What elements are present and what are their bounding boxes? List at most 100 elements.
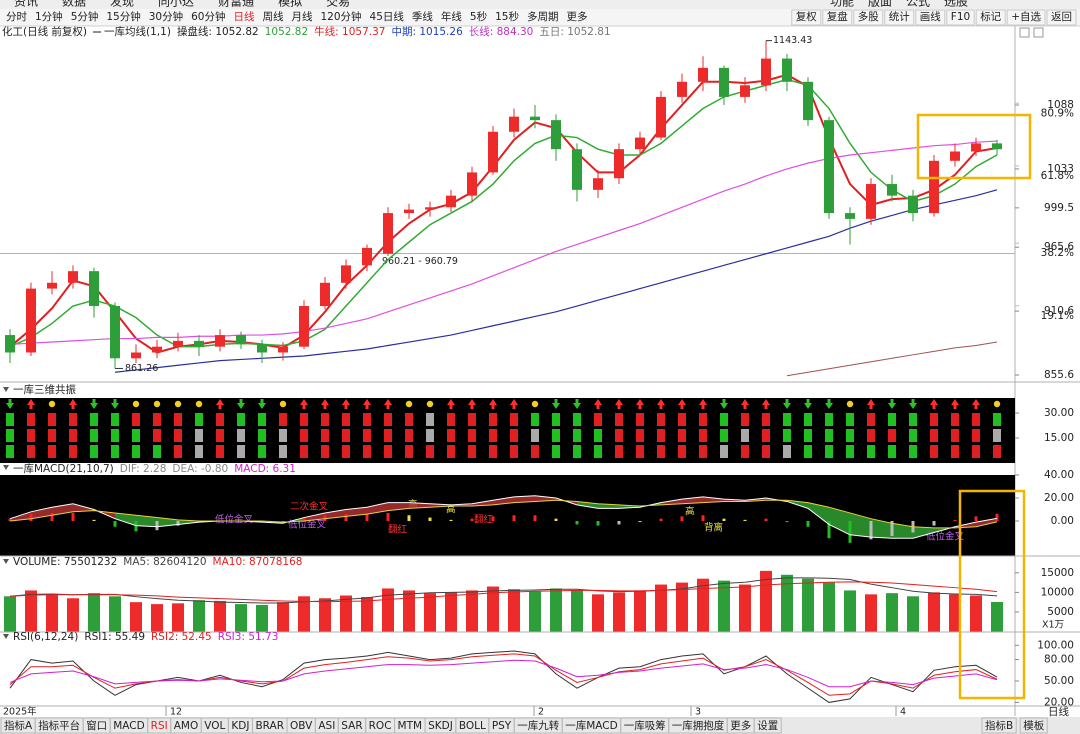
tool-button[interactable]: 标记 [980, 11, 1001, 23]
period-tab[interactable]: 15分钟 [106, 10, 140, 23]
indicator-tab[interactable]: OBV [290, 720, 313, 732]
macd-band [514, 495, 535, 503]
indicator-tab[interactable]: 指标A [4, 719, 33, 732]
macd-bar [701, 515, 705, 521]
period-tab[interactable]: 年线 [441, 10, 462, 23]
period-tab[interactable]: 15秒 [495, 10, 519, 23]
period-tab[interactable]: 分时 [6, 11, 27, 23]
period-tab[interactable]: 周线 [263, 10, 284, 23]
indicator-tab[interactable]: RSI [151, 720, 168, 732]
tool-frame[interactable] [853, 9, 884, 26]
indicator-tab[interactable]: ROC [369, 720, 392, 732]
period-tab[interactable]: 更多 [566, 10, 587, 23]
menu-item[interactable]: 模拟 [278, 0, 302, 9]
indicator-tab[interactable]: 窗口 [86, 719, 107, 732]
tool-frame[interactable] [946, 9, 975, 26]
menu-item[interactable]: 公式 [906, 0, 930, 9]
candle-body [887, 184, 897, 196]
tool-frame[interactable] [791, 9, 822, 26]
menu-item[interactable]: 版面 [868, 0, 892, 9]
indicator-tab[interactable]: BRAR [255, 720, 284, 732]
tool-button[interactable]: 复盘 [827, 10, 848, 23]
indicator-tab[interactable]: 模板 [1023, 719, 1045, 732]
period-tab[interactable]: 1分钟 [35, 10, 63, 23]
menu-item[interactable]: 数据 [62, 0, 86, 9]
macd-bar [155, 521, 159, 531]
collapse-icon[interactable] [3, 387, 9, 392]
tool-frame[interactable] [975, 9, 1006, 26]
period-tab[interactable]: 45日线 [370, 10, 405, 23]
macd-bar [848, 521, 852, 543]
signal-cell [405, 413, 413, 426]
signal-cell [279, 413, 287, 426]
collapse-icon[interactable] [3, 559, 9, 564]
tool-button[interactable]: +自选 [1011, 10, 1041, 23]
tab-frame[interactable] [753, 717, 782, 734]
indicator-tab[interactable]: 一库拥抱度 [672, 719, 725, 732]
tool-button[interactable]: 统计 [889, 10, 910, 23]
indicator-tab[interactable]: 一库九转 [517, 719, 559, 732]
indicator-tab[interactable]: AMO [174, 720, 199, 732]
tool-frame[interactable] [1006, 9, 1046, 26]
menu-item[interactable]: 交易 [326, 0, 350, 9]
macd-band [430, 503, 451, 508]
period-tab[interactable]: 日线 [234, 10, 255, 23]
indicator-tab[interactable]: KDJ [231, 720, 249, 732]
period-label: 日线 [1048, 705, 1070, 718]
collapse-icon[interactable] [3, 634, 9, 639]
period-tab[interactable]: 60分钟 [191, 10, 225, 23]
period-tab[interactable]: 季线 [412, 10, 433, 23]
macd-bar [386, 512, 390, 521]
menu-item[interactable]: 选股 [944, 0, 968, 9]
tool-button[interactable]: 多股 [858, 10, 879, 23]
indicator-tab[interactable]: MACD [113, 720, 144, 732]
volume-bar [970, 595, 982, 632]
macd-bar [50, 512, 54, 521]
indicator-tab[interactable]: 一库吸筹 [624, 719, 666, 732]
menu-item[interactable]: 功能 [830, 0, 854, 9]
tab-frame[interactable] [981, 717, 1017, 734]
indicator-tab[interactable]: VOL [204, 720, 225, 732]
menu-item[interactable]: 发现 [110, 0, 134, 9]
signal-up [489, 399, 497, 409]
tool-button[interactable]: 画线 [920, 10, 941, 23]
period-tab[interactable]: 月线 [292, 10, 313, 23]
tool-button[interactable]: F10 [951, 11, 970, 23]
tool-frame[interactable] [884, 9, 915, 26]
candle-body [131, 352, 141, 359]
period-tab[interactable]: 5分钟 [71, 10, 99, 23]
period-tab[interactable]: 120分钟 [321, 10, 362, 23]
menu-item[interactable]: 财富通 [218, 0, 254, 9]
indicator-tab[interactable]: ASI [318, 720, 335, 732]
volume-unit: X1万 [1042, 620, 1064, 631]
indicator-tab[interactable]: 指标B [985, 719, 1013, 732]
signal-cell [195, 445, 203, 458]
period-tab[interactable]: 30分钟 [149, 10, 183, 23]
tab-frame[interactable] [1019, 717, 1048, 734]
indicator-tab[interactable]: SKDJ [428, 720, 453, 732]
tool-button[interactable]: 返回 [1051, 11, 1072, 23]
volume-bar [697, 578, 709, 632]
menu-item[interactable]: 同小达 [158, 0, 194, 9]
tool-frame[interactable] [822, 9, 853, 26]
tool-frame[interactable] [915, 9, 946, 26]
moving-average [114, 189, 998, 373]
indicator-tab[interactable]: BOLL [459, 720, 486, 732]
indicator-tab[interactable]: 一库MACD [565, 719, 617, 732]
period-tab[interactable]: 多周期 [527, 10, 559, 23]
candle-body [971, 143, 981, 152]
indicator-tab[interactable]: PSY [492, 720, 512, 732]
signal-cell [300, 429, 308, 442]
indicator-tab[interactable]: MTM [398, 720, 423, 732]
indicator-tab[interactable]: 指标平台 [38, 719, 80, 732]
indicator-tab[interactable]: 更多 [730, 719, 751, 732]
indicator-tab[interactable]: SAR [341, 720, 362, 732]
indicator-tab[interactable]: 设置 [757, 720, 778, 732]
tool-frame[interactable] [1046, 9, 1077, 26]
period-tab[interactable]: 5秒 [470, 10, 488, 23]
menu-item[interactable]: 资讯 [14, 0, 38, 9]
tool-button[interactable]: 复权 [796, 10, 817, 23]
candle-body [299, 306, 309, 347]
collapse-icon[interactable] [3, 465, 9, 470]
